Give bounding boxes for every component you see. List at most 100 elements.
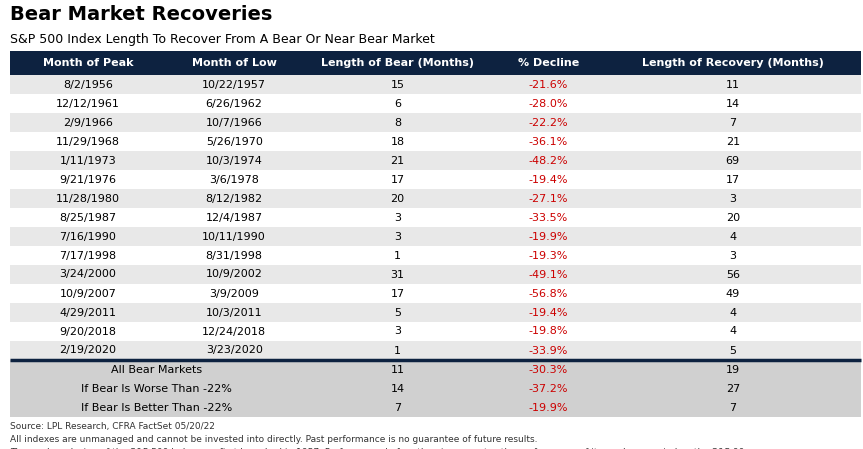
Text: 8/2/1956: 8/2/1956 bbox=[63, 79, 113, 89]
Text: -27.1%: -27.1% bbox=[528, 194, 568, 203]
Text: 9/20/2018: 9/20/2018 bbox=[60, 326, 117, 336]
Text: -33.5%: -33.5% bbox=[528, 212, 568, 223]
Bar bbox=[303, 132, 492, 151]
Bar bbox=[492, 284, 604, 303]
Bar bbox=[10, 75, 165, 94]
Bar bbox=[492, 246, 604, 265]
Text: 18: 18 bbox=[390, 136, 405, 146]
Text: 7/16/1990: 7/16/1990 bbox=[60, 232, 117, 242]
Text: 8/25/1987: 8/25/1987 bbox=[60, 212, 117, 223]
Bar bbox=[303, 284, 492, 303]
Bar bbox=[10, 322, 165, 341]
Text: 10/9/2002: 10/9/2002 bbox=[205, 269, 262, 279]
Text: 11/28/1980: 11/28/1980 bbox=[56, 194, 120, 203]
Bar bbox=[492, 132, 604, 151]
Bar bbox=[303, 303, 492, 322]
Bar bbox=[492, 170, 604, 189]
Text: 20: 20 bbox=[726, 212, 740, 223]
Bar bbox=[165, 284, 303, 303]
Bar bbox=[604, 189, 861, 208]
Bar bbox=[165, 94, 303, 113]
Text: 11: 11 bbox=[391, 365, 405, 374]
Text: 3/9/2009: 3/9/2009 bbox=[209, 289, 259, 299]
Text: 8: 8 bbox=[394, 118, 401, 128]
Bar bbox=[492, 265, 604, 284]
Text: -19.9%: -19.9% bbox=[528, 402, 568, 413]
Bar bbox=[10, 227, 165, 246]
Bar bbox=[303, 151, 492, 170]
Bar bbox=[165, 341, 303, 360]
Bar bbox=[492, 360, 604, 379]
Text: 17: 17 bbox=[390, 175, 405, 185]
Text: -19.3%: -19.3% bbox=[528, 251, 568, 260]
Bar bbox=[10, 303, 165, 322]
Bar bbox=[492, 51, 604, 75]
Text: 1: 1 bbox=[394, 345, 401, 356]
Text: 10/7/1966: 10/7/1966 bbox=[205, 118, 262, 128]
Text: -48.2%: -48.2% bbox=[528, 155, 568, 166]
Text: -49.1%: -49.1% bbox=[528, 269, 568, 279]
Text: -30.3%: -30.3% bbox=[528, 365, 568, 374]
Text: 6: 6 bbox=[394, 98, 401, 109]
Text: 12/4/1987: 12/4/1987 bbox=[205, 212, 262, 223]
Bar bbox=[303, 51, 492, 75]
Text: 3: 3 bbox=[394, 232, 401, 242]
Text: 3/6/1978: 3/6/1978 bbox=[209, 175, 259, 185]
Bar bbox=[10, 151, 165, 170]
Bar bbox=[492, 322, 604, 341]
Bar bbox=[604, 208, 861, 227]
Text: S&P 500 Index Length To Recover From A Bear Or Near Bear Market: S&P 500 Index Length To Recover From A B… bbox=[10, 33, 435, 46]
Text: 19: 19 bbox=[726, 365, 740, 374]
Text: 3/23/2020: 3/23/2020 bbox=[205, 345, 262, 356]
Bar bbox=[10, 246, 165, 265]
Text: Month of Low: Month of Low bbox=[192, 58, 276, 68]
Bar bbox=[165, 189, 303, 208]
Text: 69: 69 bbox=[726, 155, 740, 166]
Bar bbox=[604, 51, 861, 75]
Bar bbox=[604, 322, 861, 341]
Text: 7: 7 bbox=[729, 402, 736, 413]
Text: 4: 4 bbox=[729, 232, 736, 242]
Bar bbox=[604, 265, 861, 284]
Bar bbox=[303, 341, 492, 360]
Bar bbox=[303, 360, 492, 379]
Bar bbox=[303, 75, 492, 94]
Bar bbox=[10, 265, 165, 284]
Text: 3/24/2000: 3/24/2000 bbox=[60, 269, 117, 279]
Text: 21: 21 bbox=[726, 136, 740, 146]
Text: 1: 1 bbox=[394, 251, 401, 260]
Bar bbox=[303, 265, 492, 284]
Text: 14: 14 bbox=[726, 98, 740, 109]
Bar bbox=[604, 341, 861, 360]
Bar bbox=[165, 246, 303, 265]
Text: 10/11/1990: 10/11/1990 bbox=[202, 232, 266, 242]
Bar bbox=[492, 379, 604, 398]
Text: 11/29/1968: 11/29/1968 bbox=[56, 136, 120, 146]
Text: 17: 17 bbox=[726, 175, 740, 185]
Bar bbox=[303, 94, 492, 113]
Text: 56: 56 bbox=[726, 269, 740, 279]
Text: 27: 27 bbox=[726, 383, 740, 393]
Bar bbox=[604, 398, 861, 417]
Bar bbox=[10, 94, 165, 113]
Bar bbox=[10, 208, 165, 227]
Text: -33.9%: -33.9% bbox=[528, 345, 568, 356]
Text: 2/9/1966: 2/9/1966 bbox=[63, 118, 113, 128]
Bar bbox=[10, 398, 303, 417]
Bar bbox=[604, 151, 861, 170]
Bar bbox=[165, 322, 303, 341]
Text: All Bear Markets: All Bear Markets bbox=[111, 365, 202, 374]
Bar bbox=[604, 170, 861, 189]
Bar bbox=[604, 303, 861, 322]
Text: 11: 11 bbox=[726, 79, 740, 89]
Text: 14: 14 bbox=[390, 383, 405, 393]
Bar bbox=[10, 132, 165, 151]
Text: -37.2%: -37.2% bbox=[528, 383, 568, 393]
Text: Length of Bear (Months): Length of Bear (Months) bbox=[321, 58, 474, 68]
Bar bbox=[165, 151, 303, 170]
Text: 3: 3 bbox=[394, 326, 401, 336]
Bar bbox=[165, 265, 303, 284]
Text: Month of Peak: Month of Peak bbox=[42, 58, 133, 68]
Bar bbox=[10, 113, 165, 132]
Text: 12/12/1961: 12/12/1961 bbox=[56, 98, 120, 109]
